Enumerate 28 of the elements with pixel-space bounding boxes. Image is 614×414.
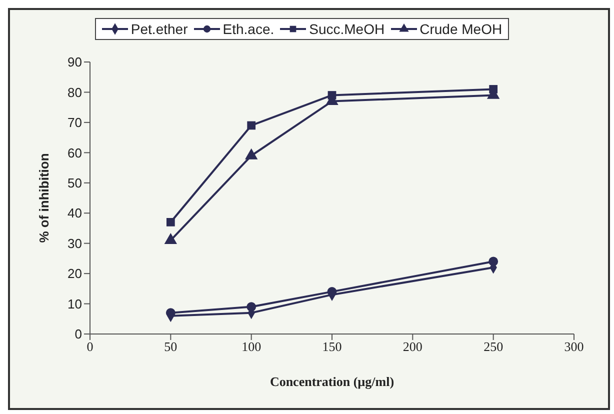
legend-label: Pet.ether xyxy=(130,21,188,37)
point xyxy=(244,148,258,160)
point xyxy=(166,218,175,226)
x-axis-title: Concentration (µg/ml) xyxy=(270,374,394,389)
y-axis-title: % of inhibition xyxy=(36,153,52,243)
legend-label: Eth.ace. xyxy=(222,21,274,37)
y-tick-label: 0 xyxy=(74,326,82,342)
point xyxy=(489,85,498,94)
y-tick-label: 50 xyxy=(68,176,82,191)
x-tick-label: 0 xyxy=(86,339,94,354)
x-tick-label: 50 xyxy=(164,339,178,354)
x-tick-label: 300 xyxy=(564,339,584,354)
x-tick-label: 150 xyxy=(322,339,342,354)
x-tick-label: 250 xyxy=(484,339,504,354)
point xyxy=(328,91,336,100)
y-tick-label: 70 xyxy=(68,115,82,130)
legend-label: Succ.MeOH xyxy=(308,21,385,37)
y-tick-label: 40 xyxy=(68,206,82,221)
x-tick-label: 200 xyxy=(402,339,422,354)
y-tick-label: 30 xyxy=(68,236,82,251)
legend-label: Crude MeOH xyxy=(418,21,502,37)
y-tick-label: 10 xyxy=(68,296,82,312)
y-tick-label: 60 xyxy=(68,145,82,160)
x-tick-label: 100 xyxy=(242,339,262,354)
y-tick-label: 80 xyxy=(68,84,82,100)
y-tick-label: 90 xyxy=(68,54,82,70)
point xyxy=(247,121,256,130)
y-tick-label: 20 xyxy=(68,266,82,282)
